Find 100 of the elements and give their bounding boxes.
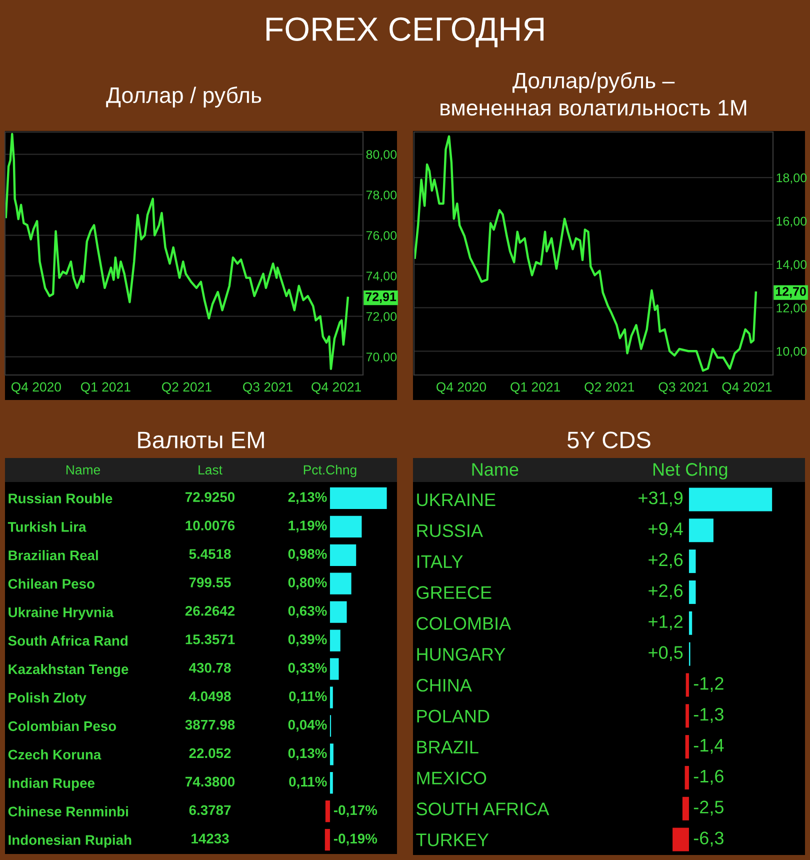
y-tick-label: Colombian Peso xyxy=(8,720,116,732)
y-tick-label: 74,00 xyxy=(366,272,397,282)
y-tick-label: Polish Zloty xyxy=(8,692,86,706)
y-tick-label: 78,00 xyxy=(366,190,397,201)
y-axis-title: Name xyxy=(66,465,100,475)
x-tick-label: Q4 2021 xyxy=(312,382,361,394)
x-tick-label: Q4 2021 xyxy=(722,382,772,394)
y2-tick-label: 430.78 xyxy=(188,662,231,673)
data-label: 0,04% xyxy=(288,720,327,732)
bar xyxy=(330,601,347,623)
y-tick-label: RUSSIA xyxy=(417,524,483,538)
bar xyxy=(325,800,330,822)
data-label: -1,3 xyxy=(694,708,724,723)
data-label: 0,13% xyxy=(288,748,327,760)
data-label: 0,63% xyxy=(288,606,327,618)
chart-title: Доллар/рубль – вмененная волатильность 1M xyxy=(440,72,746,116)
bar xyxy=(330,544,356,566)
x-tick-label: Q1 2021 xyxy=(80,382,130,394)
y-tick-label: Brazilian Real xyxy=(8,550,98,560)
data-label: 0,33% xyxy=(288,662,327,675)
annotation: 72,91 xyxy=(366,292,396,304)
x-tick-label: Q2 2021 xyxy=(162,382,212,394)
bar xyxy=(330,658,339,680)
bar xyxy=(330,572,352,594)
x-tick-label: Q3 2021 xyxy=(243,382,292,394)
bar xyxy=(330,487,387,510)
y2-tick-label: 5.4518 xyxy=(189,549,231,559)
y2-tick-label: 14233 xyxy=(192,834,229,844)
y-tick-label: 80,00 xyxy=(366,150,397,160)
x-tick-label: Q4 2020 xyxy=(11,382,61,394)
data-label: +1,2 xyxy=(648,615,683,630)
data-label: 0,80% xyxy=(288,578,327,590)
bar xyxy=(682,796,689,820)
data-label: -1,2 xyxy=(694,677,724,692)
bar xyxy=(672,828,689,852)
data-label: +2,6 xyxy=(648,553,683,568)
data-label: -0,17% xyxy=(334,805,378,818)
bar xyxy=(688,488,772,512)
x-tick-label: Q3 2021 xyxy=(658,382,708,394)
y-tick-label: Ukraine Hryvnia xyxy=(8,607,114,620)
x-axis-title: Pct.Chng xyxy=(304,464,356,478)
x-axis-title: Net Chng xyxy=(653,462,728,480)
y2-tick-label: 22.052 xyxy=(189,748,231,758)
bar xyxy=(686,673,689,697)
x-tick-label: Q1 2021 xyxy=(510,382,560,394)
y-tick-label: TURKEY xyxy=(416,834,489,846)
bar xyxy=(330,630,340,652)
data-label: -0,19% xyxy=(334,834,378,846)
y-tick-label: HUNGARY xyxy=(417,648,506,661)
y-tick-label: COLOMBIA xyxy=(416,617,512,630)
y-tick-label: Czech Koruna xyxy=(8,749,102,760)
data-label: 2,13% xyxy=(288,492,327,504)
y-tick-label: BRAZIL xyxy=(417,740,478,754)
data-label: -6,3 xyxy=(694,832,724,847)
data-label: +31,9 xyxy=(638,492,683,506)
y-tick-label: GREECE xyxy=(416,586,492,599)
y2-tick-label: 72.9250 xyxy=(186,492,235,502)
bar xyxy=(330,516,362,538)
y-tick-label: 12,00 xyxy=(776,304,807,314)
y-tick-label: UKRAINE xyxy=(417,494,496,506)
y-tick-label: ITALY xyxy=(417,555,463,568)
chart-title: 5Y CDS xyxy=(568,432,650,448)
y2-tick-label: 6.3787 xyxy=(189,805,231,816)
y-tick-label: 16,00 xyxy=(776,216,807,228)
bar xyxy=(330,744,334,766)
bar xyxy=(330,772,333,794)
bar xyxy=(324,828,330,851)
bar xyxy=(685,735,689,759)
data-label: 0,98% xyxy=(288,549,327,561)
y2-tick-label: 799.55 xyxy=(189,578,231,588)
data-label: 0,11% xyxy=(289,691,327,704)
bar xyxy=(688,580,696,604)
y-tick-label: 14,00 xyxy=(776,260,807,270)
line-series xyxy=(5,132,349,370)
data-label: 1,19% xyxy=(288,520,327,532)
line-series xyxy=(414,135,758,372)
x-tick-label: Q2 2021 xyxy=(584,382,634,394)
data-label: +2,6 xyxy=(648,584,683,600)
data-label: 0,39% xyxy=(288,634,327,646)
y-tick-label: Chinese Renminbi xyxy=(8,806,128,816)
y-tick-label: CHINA xyxy=(416,678,472,692)
y2-tick-label: 74.3800 xyxy=(186,776,235,787)
x-tick-label: Q4 2020 xyxy=(436,382,486,394)
text: FOREX СЕГОДНЯ xyxy=(266,17,544,48)
y-tick-label: Turkish Lira xyxy=(8,522,86,532)
y-tick-label: Russian Rouble xyxy=(8,493,112,504)
y2-axis-title: Last xyxy=(198,465,222,475)
data-label: +0,5 xyxy=(648,646,683,662)
data-label: -1,6 xyxy=(694,770,724,785)
chart-title: Доллар / рубль xyxy=(106,86,262,108)
y-tick-label: Indonesian Rupiah xyxy=(8,834,132,848)
annotation: 12,70 xyxy=(776,287,806,298)
y-tick-label: MEXICO xyxy=(417,772,486,784)
data-label: -1,4 xyxy=(694,739,724,754)
y2-tick-label: 3877.98 xyxy=(185,720,235,730)
data-label: 0,11% xyxy=(289,776,327,789)
bar xyxy=(688,550,696,574)
y-tick-label: 76,00 xyxy=(366,231,397,242)
y-tick-label: 18,00 xyxy=(776,173,807,184)
bar xyxy=(688,611,692,635)
